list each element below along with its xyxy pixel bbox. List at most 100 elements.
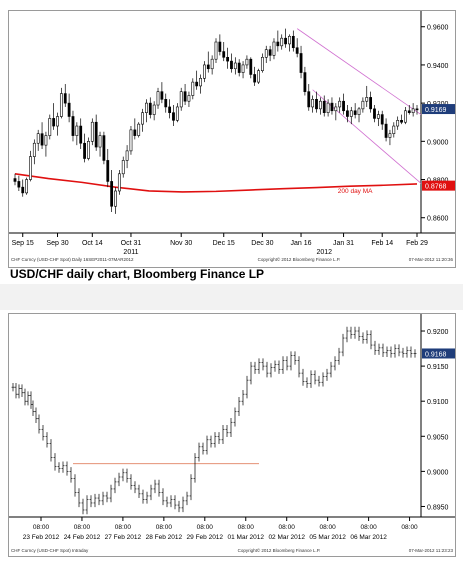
candle-body bbox=[29, 156, 32, 180]
channel-upper-line bbox=[296, 28, 422, 115]
x-tick-label: 08:00 bbox=[156, 524, 173, 531]
intraday-ohlc-chart: 0.9200 0.9150 0.9100 0.9050 0.9000 0.8950 08:0… bbox=[9, 314, 455, 556]
x-tick-label: 08:00 bbox=[401, 524, 418, 531]
candle-body bbox=[17, 181, 21, 188]
candle-body bbox=[114, 190, 117, 207]
candle-body bbox=[210, 58, 214, 70]
candle-body bbox=[179, 91, 183, 108]
candle-body bbox=[13, 178, 17, 182]
daily-candlestick-chart: 0.96000.94000.92000.90000.88000.8600Sep … bbox=[9, 11, 455, 267]
x-tick-label: Nov 30 bbox=[170, 240, 192, 247]
y-tick-label: 0.8600 bbox=[427, 216, 449, 223]
candle-body bbox=[307, 91, 311, 108]
y-tick-label: 0.9000 bbox=[427, 139, 449, 146]
x-date-label: 05 Mar 2012 bbox=[309, 534, 346, 541]
x-tick-label: 08:00 bbox=[238, 524, 255, 531]
section-spacer bbox=[0, 284, 463, 310]
x-tick-label: Jan 16 bbox=[291, 240, 312, 247]
candle-body bbox=[407, 110, 411, 113]
y-tick-label: 0.9600 bbox=[427, 25, 449, 32]
y-tick-label: 0.9200 bbox=[427, 329, 449, 336]
candle-body bbox=[411, 108, 415, 113]
candle-body bbox=[226, 56, 229, 62]
candle-body bbox=[230, 60, 233, 70]
candle-body bbox=[276, 41, 280, 47]
last-price-box bbox=[422, 348, 455, 359]
candle-body bbox=[90, 121, 94, 142]
plot-background bbox=[9, 11, 455, 267]
last-price-box bbox=[422, 104, 455, 115]
x-tick-label: Dec 15 bbox=[213, 240, 235, 247]
x-tick-label: Dec 30 bbox=[251, 240, 273, 247]
y-tick-label: 0.8950 bbox=[427, 504, 449, 511]
candle-body bbox=[299, 53, 303, 73]
candle-body bbox=[342, 100, 345, 112]
x-date-label: 28 Feb 2012 bbox=[146, 534, 183, 541]
chart-footer-center: Copyright© 2012 Bloomberg Finance L.P. bbox=[238, 547, 321, 553]
candle-body bbox=[98, 135, 102, 148]
y-tick-label: 0.9000 bbox=[427, 469, 449, 476]
candle-body bbox=[373, 108, 376, 119]
x-tick-label: 08:00 bbox=[360, 524, 377, 531]
candle-body bbox=[349, 110, 353, 117]
x-tick-label: Sep 15 bbox=[12, 240, 34, 247]
candle-body bbox=[36, 133, 40, 144]
candle-body bbox=[145, 102, 148, 113]
candle-body bbox=[384, 123, 388, 138]
intraday-chart-panel: 0.9200 0.9150 0.9100 0.9050 0.9000 0.8950 08:0… bbox=[8, 313, 456, 557]
y-tick-label: 0.9150 bbox=[427, 364, 449, 371]
candle-body bbox=[156, 91, 160, 106]
candle-body bbox=[117, 173, 121, 192]
candle-body bbox=[326, 102, 330, 113]
candle-body bbox=[357, 108, 361, 115]
candle-body bbox=[106, 160, 110, 182]
candle-body bbox=[404, 110, 407, 123]
candle-body bbox=[187, 95, 191, 102]
candle-body bbox=[195, 81, 199, 87]
y-tick-label: 0.9100 bbox=[427, 399, 449, 406]
candle-body bbox=[361, 100, 365, 110]
candle-body bbox=[48, 118, 52, 136]
candle-body bbox=[288, 35, 291, 45]
candle-body bbox=[214, 41, 218, 60]
chart-footer-left: CHF Curncy (USD-CHF Spot) Intraday bbox=[11, 548, 89, 553]
candle-body bbox=[40, 133, 44, 146]
ma-value-label: 0.8768 bbox=[425, 184, 447, 191]
candle-body bbox=[291, 35, 295, 49]
candle-body bbox=[396, 120, 400, 127]
candle-body bbox=[257, 70, 260, 83]
candle-body bbox=[152, 104, 156, 115]
daily-chart-panel: 0.96000.94000.92000.90000.88000.8600Sep … bbox=[8, 10, 456, 268]
candle-body bbox=[206, 64, 210, 70]
candle-body bbox=[369, 97, 373, 110]
candle-body bbox=[75, 125, 79, 136]
x-date-label: 24 Feb 2012 bbox=[64, 534, 101, 541]
candle-body bbox=[191, 81, 195, 96]
candle-body bbox=[218, 41, 222, 52]
last-price-label: 0.9169 bbox=[425, 107, 447, 114]
x-year-label: 2012 bbox=[316, 249, 332, 256]
candle-body bbox=[110, 181, 114, 207]
x-date-label: 23 Feb 2012 bbox=[23, 534, 60, 541]
candle-body bbox=[222, 51, 226, 58]
x-tick-label: Oct 31 bbox=[121, 240, 142, 247]
candle-body bbox=[183, 91, 187, 102]
x-tick-label: 08:00 bbox=[33, 524, 50, 531]
candle-body bbox=[102, 135, 106, 161]
candle-body bbox=[268, 49, 272, 56]
candle-body bbox=[133, 129, 137, 136]
candle-body bbox=[56, 116, 59, 127]
candle-body bbox=[175, 106, 179, 121]
candle-body bbox=[284, 37, 287, 45]
candle-body bbox=[87, 141, 90, 159]
candle-body bbox=[83, 142, 86, 159]
ma-200-line bbox=[14, 173, 418, 193]
candle-body bbox=[388, 133, 392, 138]
x-date-label: 02 Mar 2012 bbox=[268, 534, 305, 541]
candle-body bbox=[52, 118, 56, 127]
y-tick-label: 0.9050 bbox=[427, 434, 449, 441]
x-date-label: 27 Feb 2012 bbox=[105, 534, 142, 541]
candle-body bbox=[245, 58, 249, 66]
candle-body bbox=[67, 102, 71, 117]
x-tick-label: Feb 29 bbox=[406, 240, 428, 247]
